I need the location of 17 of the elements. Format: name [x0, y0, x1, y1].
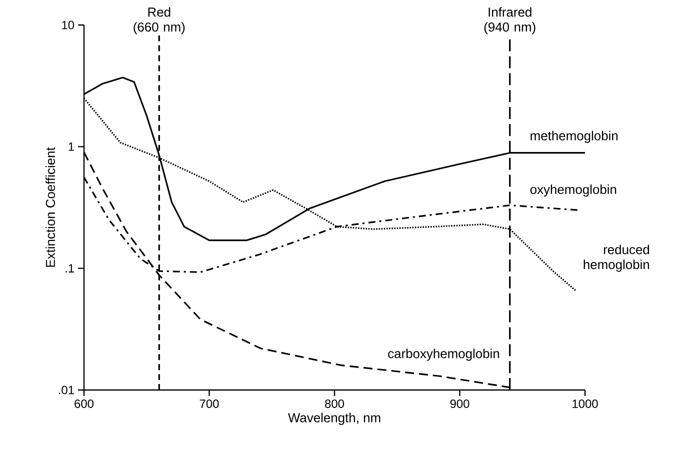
y-tick-label: 1	[68, 142, 74, 151]
y-axis-title: Extinction Coefficient	[46, 147, 56, 267]
x-tick-label: 700	[200, 399, 219, 408]
series-label: oxyhemoglobin	[530, 184, 616, 197]
x-axis-title: Wavelength, nm	[288, 412, 380, 425]
y-tick-label: 10	[62, 20, 74, 30]
series-label: carboxyhemoglobin	[388, 348, 500, 361]
x-tick-label: 1000	[572, 399, 598, 408]
x-tick-label: 600	[74, 399, 94, 408]
ref-line-label: Red (660 nm)	[134, 7, 185, 34]
series-label: reduced hemoglobin	[584, 244, 650, 272]
x-tick-label: 900	[450, 399, 470, 408]
y-tick-label: .01	[58, 386, 74, 394]
x-tick-label: 800	[325, 399, 344, 408]
y-tick-label: .1	[66, 264, 74, 272]
ref-line-label: Infrared (940 nm)	[484, 7, 536, 34]
series-label: methemoglobin	[530, 130, 618, 143]
